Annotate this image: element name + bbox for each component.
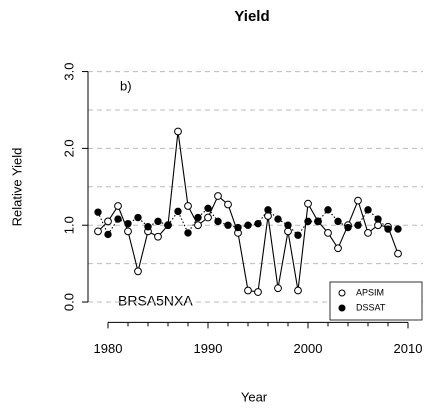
data-point [164, 221, 172, 229]
data-point [264, 206, 272, 214]
data-point [104, 230, 112, 239]
data-point [204, 204, 212, 213]
data-point [304, 217, 312, 226]
x-tick-label: 2010 [394, 341, 423, 356]
data-point [394, 249, 402, 258]
legend-marker [338, 304, 346, 312]
data-point [294, 286, 302, 295]
x-axis-label: Year [241, 389, 268, 404]
data-point [274, 215, 282, 223]
legend-marker [338, 289, 346, 297]
data-point [194, 213, 202, 222]
legend-label: DSSAT [356, 302, 386, 312]
data-point [324, 228, 332, 237]
data-point [104, 217, 112, 226]
data-point [374, 215, 382, 223]
data-point [134, 267, 142, 276]
data-point [224, 200, 232, 209]
data-point [174, 207, 182, 216]
data-point [334, 217, 342, 226]
y-tick-label: 2.0 [61, 139, 76, 157]
data-point [304, 199, 312, 208]
data-point [274, 284, 282, 293]
y-tick-label: 3.0 [61, 63, 76, 81]
data-point [294, 231, 302, 239]
data-point [254, 219, 262, 228]
y-axis-label: Relative Yield [9, 148, 24, 227]
data-point [184, 202, 192, 210]
data-point [254, 288, 262, 296]
data-point [154, 217, 162, 226]
annotation: b) [120, 78, 132, 93]
legend-label: APSIM [356, 287, 384, 297]
data-point [354, 196, 362, 205]
data-point [394, 225, 402, 233]
y-tick-label: 1.0 [61, 216, 76, 234]
data-point [184, 229, 192, 237]
y-tick-label: 0.0 [61, 293, 76, 311]
data-point [124, 219, 132, 228]
series-line [97, 131, 399, 293]
data-point [124, 227, 132, 236]
data-point [364, 228, 372, 237]
data-point [114, 202, 122, 210]
data-point [174, 127, 182, 136]
data-point [284, 221, 292, 229]
data-point [354, 221, 362, 229]
data-point [334, 244, 342, 253]
x-tick-label: 1990 [194, 341, 223, 356]
data-point [314, 217, 322, 226]
x-tick-label: 1980 [94, 341, 123, 356]
data-point [94, 227, 102, 236]
data-point [144, 223, 152, 231]
data-point [264, 212, 272, 220]
data-point [154, 232, 162, 241]
x-tick-label: 2000 [294, 341, 323, 356]
chart-title: Yield [234, 8, 269, 25]
data-point [214, 192, 222, 200]
data-point [384, 225, 392, 233]
data-point [194, 221, 202, 230]
data-point [364, 206, 372, 214]
data-point [324, 206, 332, 214]
data-point [234, 223, 242, 232]
data-point [374, 221, 382, 230]
data-point [204, 213, 212, 222]
data-point [134, 213, 142, 222]
data-point [344, 223, 352, 232]
data-point [224, 221, 232, 229]
data-point [214, 217, 222, 226]
data-point [244, 286, 252, 295]
data-point [244, 221, 252, 229]
annotation: BRSA5NXA [118, 293, 193, 309]
legend-box [329, 281, 423, 321]
data-point [284, 227, 292, 236]
data-point [114, 215, 122, 223]
data-point [94, 208, 102, 216]
